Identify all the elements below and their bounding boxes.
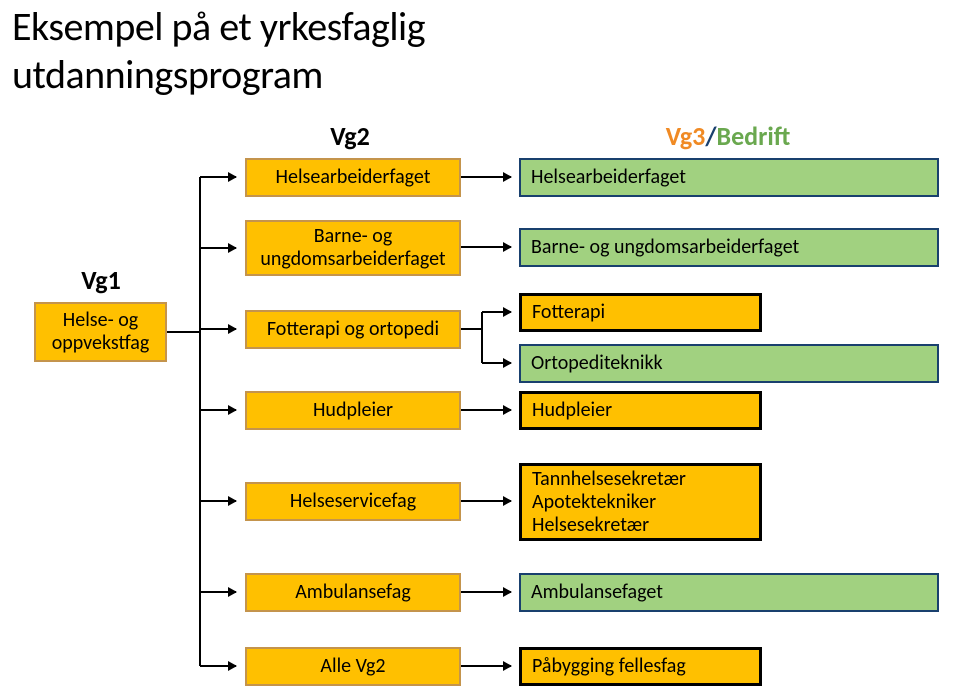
vg3-box-ortopediteknikk: Ortopediteknikk (519, 344, 939, 383)
column-header-vg1: Vg1 (61, 264, 141, 296)
connector-arrow (461, 665, 511, 667)
connector-arrow (200, 665, 236, 667)
vg2-box-fotterapi-ortopedi: Fotterapi og ortopedi (245, 310, 461, 349)
connector-arrow (200, 176, 236, 178)
connector-arrow (200, 591, 236, 593)
vg3-slash: / (705, 120, 716, 152)
connector-arrow (461, 246, 511, 248)
vg1-box-helse-oppvekstfag: Helse- og oppvekstfag (34, 302, 167, 362)
connector-arrow (200, 500, 236, 502)
vg2-box-barne-ungdomsarbeiderfaget: Barne- og ungdomsarbeiderfaget (245, 220, 461, 276)
page-title-line1: Eksempel på et yrkesfaglig (12, 2, 425, 51)
connector-arrow (461, 500, 511, 502)
connector-arrow (482, 362, 511, 364)
connector-line (461, 328, 482, 330)
vg3-suffix: Bedrift (717, 120, 791, 152)
connector-arrow (461, 409, 511, 411)
vg2-box-alle-vg2: Alle Vg2 (245, 647, 461, 686)
connector-arrow (200, 247, 236, 249)
vg2-box-helseservicefag: Helseservicefag (245, 482, 461, 521)
vg3-box-tannhelse-apotek-helsesekretaer: Tannhelsesekretær Apotektekniker Helsese… (519, 463, 762, 541)
vg3-prefix: Vg3 (666, 120, 706, 152)
vg3-box-hudpleier: Hudpleier (519, 391, 762, 430)
vg3-box-ambulansefaget: Ambulansefaget (519, 573, 939, 612)
connector-line (167, 331, 200, 333)
connector-arrow (461, 176, 511, 178)
column-header-vg2: Vg2 (290, 120, 410, 152)
connector-arrow (200, 409, 236, 411)
connector-line (481, 312, 483, 363)
page-title-line2: utdanningsprogram (12, 50, 323, 99)
vg3-box-fotterapi: Fotterapi (519, 293, 762, 332)
connector-arrow (482, 311, 511, 313)
vg2-box-helsearbeiderfaget: Helsearbeiderfaget (245, 158, 461, 197)
connector-arrow (200, 328, 236, 330)
vg3-box-barne-ungdomsarbeiderfaget: Barne- og ungdomsarbeiderfaget (519, 228, 939, 267)
column-header-vg3: Vg3/Bedrift (628, 120, 828, 152)
vg3-box-helsearbeiderfaget: Helsearbeiderfaget (519, 158, 939, 197)
vg2-box-hudpleier: Hudpleier (245, 391, 461, 430)
vg3-box-pabygging-fellesfag: Påbygging fellesfag (519, 647, 762, 686)
vg2-box-ambulansefag: Ambulansefag (245, 573, 461, 612)
connector-arrow (461, 591, 511, 593)
